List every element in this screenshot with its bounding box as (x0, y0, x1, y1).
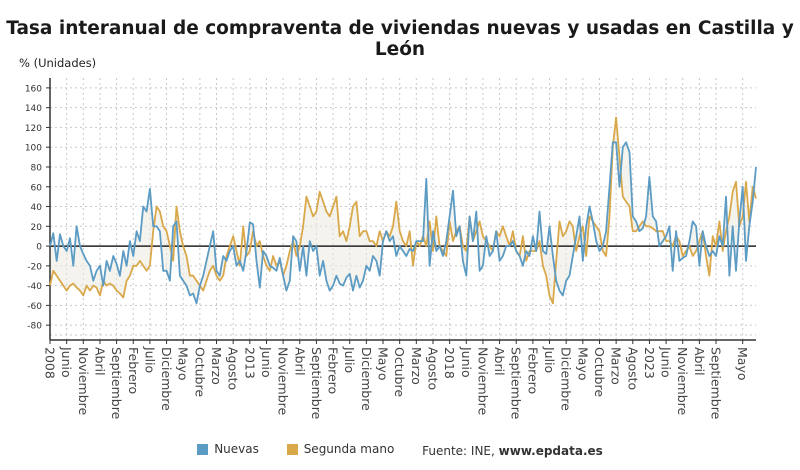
x-tick-label: 2008 (43, 347, 58, 379)
x-tick-label: Diciembre (159, 347, 174, 411)
x-tick-label: Julio (142, 346, 157, 373)
x-tick-label: Septiembre (709, 347, 724, 420)
x-tick-label: Abril (292, 347, 307, 376)
x-tick-label: Octubre (592, 347, 607, 397)
y-tick-label: 80 (31, 163, 43, 173)
legend: Nuevas Segunda mano Fuente: INE, www.epd… (0, 442, 800, 458)
source-link[interactable]: www.epdata.es (498, 443, 603, 458)
y-tick-label: 40 (31, 203, 43, 213)
legend-item-nuevas[interactable]: Nuevas (197, 442, 259, 456)
source-note: Fuente: INE, www.epdata.es (422, 444, 603, 458)
x-tick-label: Marzo (209, 347, 224, 385)
legend-swatch-segunda-mano (286, 443, 298, 455)
x-tick-label: Mayo (575, 347, 590, 381)
x-tick-label: Diciembre (359, 347, 374, 411)
x-tick-label: Noviembre (76, 347, 91, 416)
x-tick-label: Julio (542, 346, 557, 373)
x-tick-label: Agosto (426, 347, 441, 390)
x-tick-label: Junio (659, 346, 674, 378)
y-axis-label: % (Unidades) (19, 56, 97, 70)
x-tick-label: Marzo (409, 347, 424, 385)
x-tick-label: Marzo (609, 347, 624, 385)
x-tick-label: Agosto (625, 347, 640, 390)
x-tick-label: Febrero (326, 347, 341, 394)
x-tick-label: Abril (492, 347, 507, 376)
x-tick-label: Noviembre (475, 347, 490, 416)
chart-title: Tasa interanual de compraventa de vivien… (6, 18, 794, 60)
x-tick-label: Julio (342, 346, 357, 373)
y-tick-label: 20 (31, 223, 43, 233)
x-tick-label: 2023 (642, 347, 657, 379)
x-tick-label: Junio (259, 346, 274, 378)
x-tick-label: Abril (692, 347, 707, 376)
x-tick-label: Noviembre (675, 347, 690, 416)
x-tick-label: 2018 (442, 347, 457, 379)
y-tick-label: 140 (25, 104, 42, 114)
x-tick-label: Febrero (525, 347, 540, 394)
y-tick-label: -40 (27, 282, 42, 292)
y-tick-label: 60 (31, 183, 43, 193)
legend-swatch-nuevas (197, 443, 209, 455)
y-tick-label: -80 (27, 322, 42, 332)
x-tick-label: Noviembre (276, 347, 291, 416)
legend-item-segunda-mano[interactable]: Segunda mano (286, 442, 395, 456)
y-tick-label: -60 (27, 302, 42, 312)
x-tick-label: Mayo (176, 347, 191, 381)
series-line-nuevas (49, 141, 757, 305)
x-tick-label: Diciembre (559, 347, 574, 411)
legend-label: Segunda mano (303, 442, 395, 456)
y-tick-label: -20 (27, 262, 42, 272)
y-tick-label: 160 (25, 84, 42, 94)
x-tick-label: Mayo (376, 347, 391, 381)
x-tick-label: Febrero (126, 347, 141, 394)
y-tick-label: 120 (25, 124, 42, 134)
x-tick-label: Septiembre (509, 347, 524, 420)
x-tick-label: Junio (459, 346, 474, 378)
legend-label: Nuevas (214, 442, 259, 456)
y-tick-label: 100 (25, 144, 42, 154)
x-tick-label: Septiembre (109, 347, 124, 420)
x-tick-label: Octubre (392, 347, 407, 397)
x-tick-label: Septiembre (309, 347, 324, 420)
x-tick-label: Abril (93, 347, 108, 376)
y-tick-label: 0 (36, 243, 42, 253)
x-tick-label: Junio (59, 346, 74, 378)
x-tick-label: 2013 (242, 347, 257, 379)
source-text: Fuente: INE, (422, 443, 495, 458)
x-tick-label: Mayo (735, 347, 750, 381)
x-tick-label: Octubre (192, 347, 207, 397)
x-tick-label: Agosto (226, 347, 241, 390)
